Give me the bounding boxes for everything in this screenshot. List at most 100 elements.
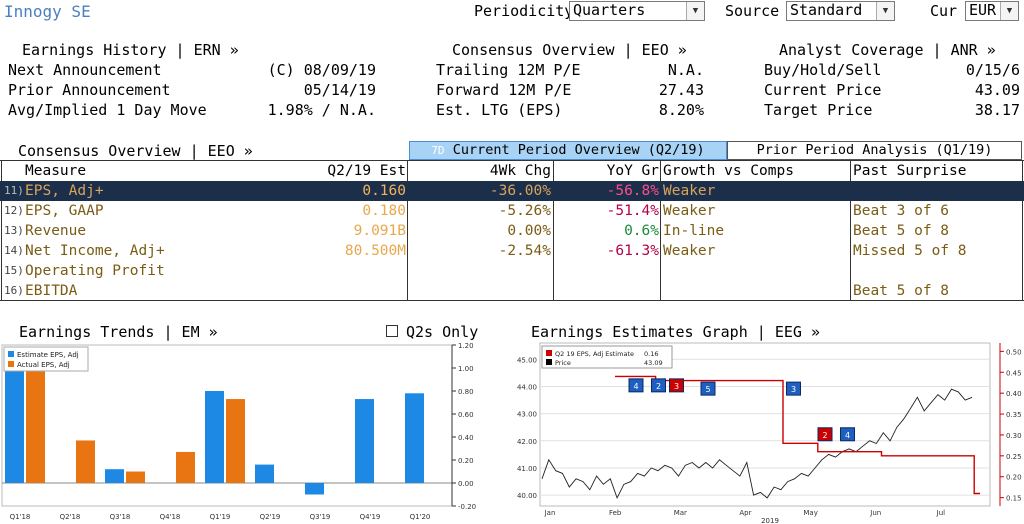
consensus-overview-title[interactable]: Consensus Overview | EEO » — [452, 41, 687, 59]
est-cell: 0.160 — [362, 183, 406, 199]
bar-estimate — [105, 469, 124, 483]
y-tick-label: 0.40 — [458, 434, 474, 442]
x-tick-label: Feb — [609, 509, 622, 517]
legend-value: 43.09 — [644, 359, 663, 367]
earnings-estimates-graph-title[interactable]: Earnings Estimates Graph | EEG » — [531, 323, 820, 341]
table-divider — [553, 160, 554, 300]
periodicity-select[interactable]: Quarters ▼ — [569, 1, 705, 21]
trailing-pe-value: N.A. — [667, 61, 704, 79]
currency-label: Cur — [930, 2, 958, 20]
bar-estimate — [255, 464, 274, 483]
growth-cell: Weaker — [663, 203, 716, 219]
growth-cell: Weaker — [663, 243, 716, 259]
right-tick-label: 0.20 — [1006, 474, 1022, 482]
measure-cell: Operating Profit — [25, 263, 165, 279]
table-row-selected[interactable]: 11) EPS, Adj+ 0.160 -36.00% -56.8% Weake… — [0, 181, 1024, 201]
y-tick-label: 1.00 — [458, 365, 474, 373]
table-row[interactable]: 16) EBITDA Beat 5 of 8 — [0, 281, 1024, 301]
est-ltg-value: 8.20% — [658, 101, 704, 119]
bar-estimate — [355, 399, 374, 483]
measure-cell: EBITDA — [25, 283, 78, 299]
y-tick-label: 0.20 — [458, 457, 474, 465]
target-price-value: 38.17 — [974, 101, 1020, 119]
legend-label: Q2 19 EPS, Adj Estimate — [555, 350, 634, 358]
yoy-cell: 0.6% — [624, 223, 659, 239]
x-tick-label: Q4'19 — [360, 513, 381, 521]
y-tick-label: 43.00 — [517, 411, 537, 419]
revision-flag — [669, 378, 684, 393]
legend-box — [3, 346, 89, 372]
col-measure[interactable]: Measure — [25, 163, 87, 179]
yoy-cell: -51.4% — [606, 203, 659, 219]
q2s-only-label: Q2s Only — [406, 323, 479, 341]
right-tick-label: 0.35 — [1006, 411, 1022, 419]
col-growth-vs-comps[interactable]: Growth vs Comps — [663, 163, 794, 179]
periodicity-value: Quarters — [573, 1, 646, 19]
right-tick-label: 0.40 — [1006, 390, 1022, 398]
revision-flag-label: 3 — [674, 382, 679, 391]
x-tick-label: Apr — [739, 509, 751, 517]
table-row[interactable]: 13) Revenue 9.091B 0.00% 0.6% In-line Be… — [0, 221, 1024, 241]
measure-cell: EPS, GAAP — [25, 203, 104, 219]
q2s-only-checkbox[interactable] — [386, 325, 398, 337]
legend-box — [541, 345, 673, 369]
legend-label: Price — [555, 359, 571, 367]
avg-implied-move-value: 1.98% / N.A. — [267, 101, 376, 119]
y-tick-label: 44.00 — [517, 383, 537, 391]
currency-select[interactable]: EUR ▼ — [965, 1, 1019, 21]
tab-prior-period[interactable]: Prior Period Analysis (Q1/19) — [727, 141, 1022, 160]
surprise-cell: Missed 5 of 8 — [853, 243, 967, 259]
x-tick-label: Jun — [869, 509, 881, 517]
measure-cell: EPS, Adj+ — [25, 183, 104, 199]
source-select[interactable]: Standard ▼ — [786, 1, 895, 21]
prior-announcement-value: 05/14/19 — [303, 81, 376, 99]
earnings-trends-title[interactable]: Earnings Trends | EM » — [19, 323, 218, 341]
table-row[interactable]: 14) Net Income, Adj+ 80.500M -2.54% -61.… — [0, 241, 1024, 261]
row-number: 16) — [4, 284, 24, 297]
forward-pe-label: Forward 12M P/E — [436, 81, 572, 99]
row-number: 14) — [4, 244, 24, 257]
avg-implied-move-label: Avg/Implied 1 Day Move — [8, 101, 207, 119]
col-yoy-gr[interactable]: YoY Gr — [606, 163, 659, 179]
earnings-history-title[interactable]: Earnings History | ERN » — [22, 41, 239, 59]
bar-actual — [26, 350, 45, 483]
right-tick-label: 0.50 — [1006, 348, 1022, 356]
source-label: Source — [725, 2, 780, 20]
revision-flag — [628, 378, 644, 393]
row-number: 12) — [4, 204, 24, 217]
revision-flag — [840, 427, 855, 442]
next-announcement-value: (C) 08/09/19 — [267, 61, 376, 79]
surprise-cell: Beat 3 of 6 — [853, 203, 950, 219]
periodicity-label: Periodicity — [474, 2, 574, 20]
bar-actual — [126, 471, 145, 483]
table-divider — [1022, 160, 1023, 300]
chg-cell: -36.00% — [489, 183, 551, 199]
table-divider — [850, 160, 851, 300]
col-past-surprise[interactable]: Past Surprise — [853, 163, 967, 179]
legend-label: Estimate EPS, Adj — [17, 351, 79, 359]
revision-flag — [700, 381, 716, 396]
bar-estimate — [5, 356, 24, 483]
chevron-down-icon: ▼ — [876, 2, 894, 20]
trailing-pe-label: Trailing 12M P/E — [436, 61, 581, 79]
legend-label: Actual EPS, Adj — [17, 361, 70, 369]
bar-actual — [176, 451, 195, 483]
tab-current-period[interactable]: 7D Current Period Overview (Q2/19) — [409, 141, 727, 160]
buy-hold-sell-value: 0/15/6 — [965, 61, 1020, 79]
analyst-coverage-title[interactable]: Analyst Coverage | ANR » — [779, 41, 996, 59]
table-row[interactable]: 12) EPS, GAAP 0.180 -5.26% -51.4% Weaker… — [0, 201, 1024, 221]
col-est[interactable]: Q2/19 Est — [327, 163, 406, 179]
table-row[interactable]: 15) Operating Profit — [0, 261, 1024, 281]
buy-hold-sell-label: Buy/Hold/Sell — [764, 61, 882, 79]
right-tick-label: 0.30 — [1006, 432, 1022, 440]
est-ltg-label: Est. LTG (EPS) — [436, 101, 563, 119]
surprise-cell: Beat 5 of 8 — [853, 223, 950, 239]
row-number: 11) — [4, 184, 24, 197]
target-price-label: Target Price — [764, 101, 873, 119]
x-tick-label: Jan — [544, 509, 556, 517]
col-4wk-chg[interactable]: 4Wk Chg — [489, 163, 551, 179]
bar-estimate — [205, 391, 224, 483]
consensus-table-title[interactable]: Consensus Overview | EEO » — [18, 142, 253, 160]
x-tick-label: Q1'18 — [10, 513, 31, 521]
row-number: 13) — [4, 224, 24, 237]
